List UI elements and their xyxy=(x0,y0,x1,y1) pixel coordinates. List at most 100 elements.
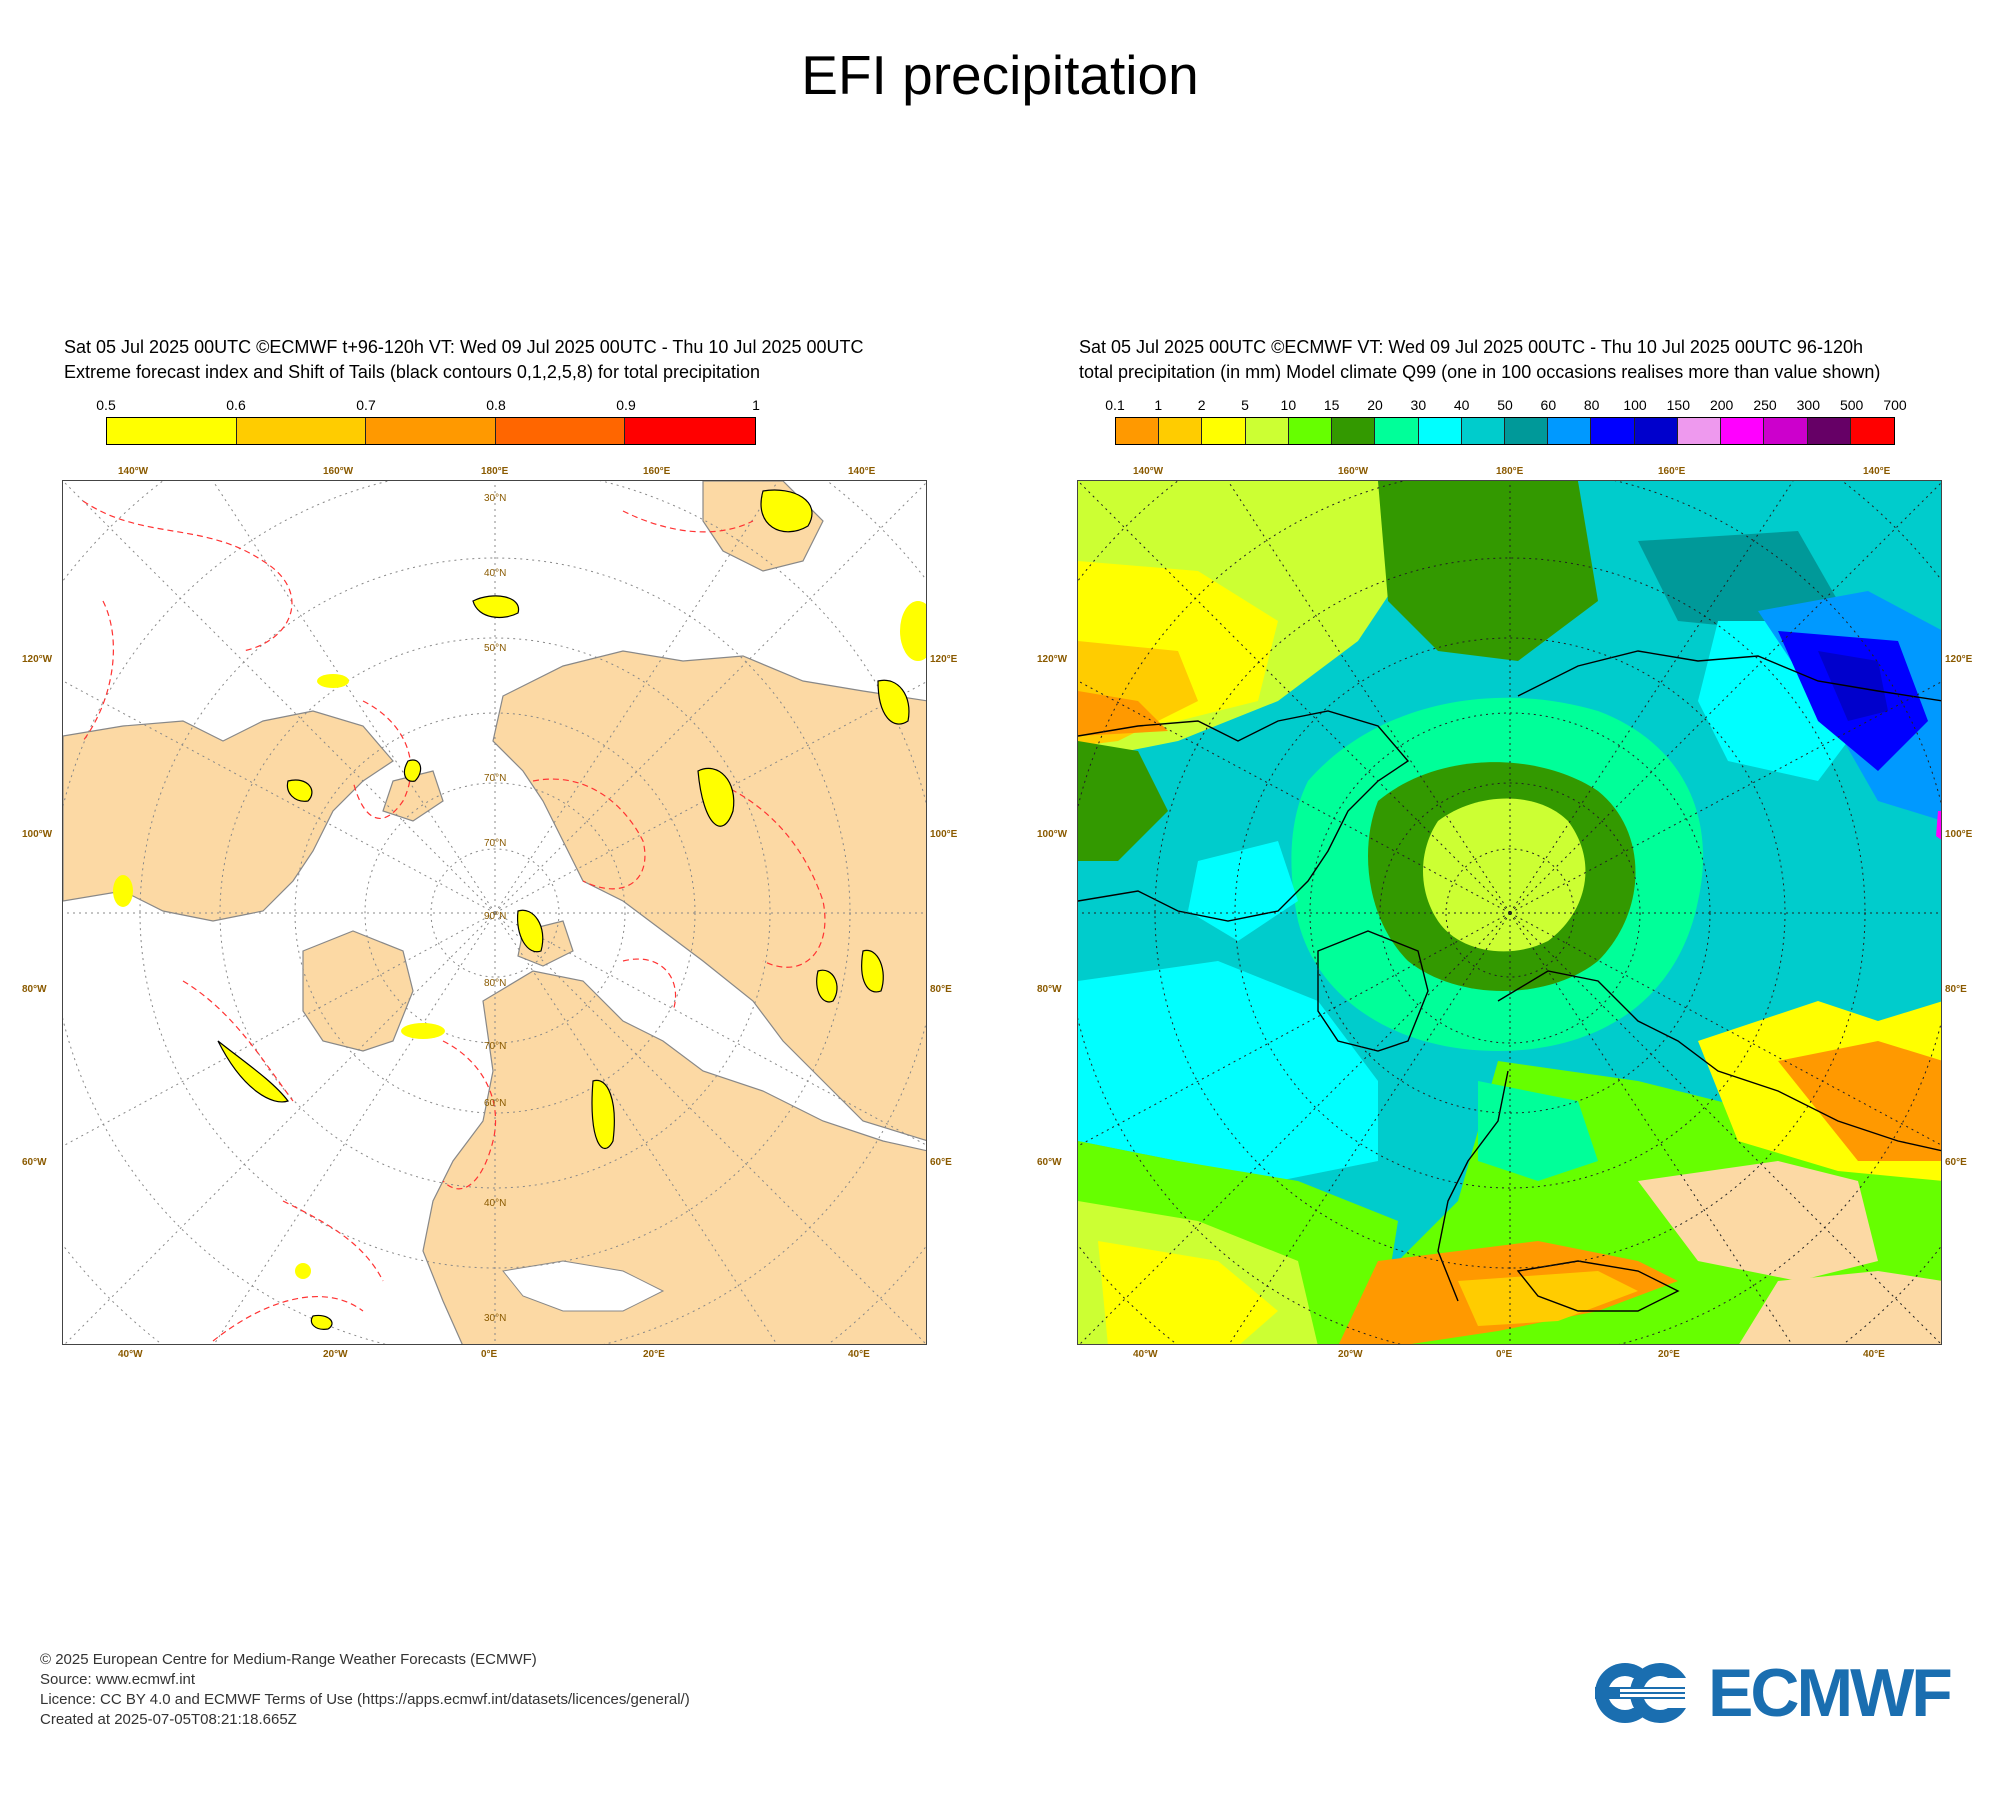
longitude-label: 60°E xyxy=(1945,1157,1967,1168)
colorbar-label: 20 xyxy=(1367,397,1383,413)
longitude-label: 100°W xyxy=(22,829,53,840)
longitude-label: 20°W xyxy=(323,1349,348,1360)
longitude-label: 20°W xyxy=(1338,1349,1363,1360)
ecmwf-logo-icon xyxy=(1595,1662,1700,1723)
longitude-label: 100°E xyxy=(930,829,958,840)
colorbar-segment xyxy=(1159,418,1203,444)
colorbar-segment xyxy=(1721,418,1765,444)
precip-header-line1: Sat 05 Jul 2025 00UTC ©ECMWF VT: Wed 09 … xyxy=(1079,337,1863,357)
lat-label: 40°N xyxy=(484,1198,506,1209)
longitude-label: 160°W xyxy=(323,466,354,477)
colorbar-label: 50 xyxy=(1497,397,1513,413)
efi-colorbar-labels: 0.5 0.6 0.7 0.8 0.9 1 xyxy=(96,397,760,417)
efi-colorbar: 0.5 0.6 0.7 0.8 0.9 1 xyxy=(96,397,760,447)
footer-source: Source: www.ecmwf.int xyxy=(40,1671,196,1688)
ecmwf-logo-text: ECMWF xyxy=(1708,1654,1953,1731)
lat-label: 30°N xyxy=(484,1313,506,1324)
longitude-label: 160°E xyxy=(1658,466,1686,477)
efi-map-svg: 70°N 70°N 90°N 80°N 70°N 60°N 40°N 30°N … xyxy=(63,481,926,1344)
efi-lat-labels: 70°N 70°N 90°N 80°N 70°N 60°N 40°N 30°N … xyxy=(484,493,506,1324)
colorbar-label: 0.5 xyxy=(96,397,116,413)
lat-label: 70°N xyxy=(484,1041,506,1052)
colorbar-segment xyxy=(1764,418,1808,444)
colorbar-segment xyxy=(1202,418,1246,444)
longitude-label: 100°W xyxy=(1037,829,1068,840)
colorbar-label: 5 xyxy=(1241,397,1249,413)
longitude-label: 140°W xyxy=(118,466,149,477)
colorbar-segment xyxy=(1245,418,1289,444)
longitude-label: 40°W xyxy=(1133,1349,1158,1360)
longitude-label: 120°E xyxy=(1945,654,1973,665)
colorbar-segment xyxy=(1288,418,1333,444)
colorbar-label: 10 xyxy=(1280,397,1297,413)
colorbar-label: 40 xyxy=(1453,397,1470,413)
longitude-label: 120°E xyxy=(930,654,958,665)
longitude-label: 140°E xyxy=(848,466,876,477)
longitude-label: 140°W xyxy=(1133,466,1164,477)
efi-high-areas xyxy=(217,489,910,1330)
longitude-label: 40°W xyxy=(118,1349,143,1360)
precip-colorbar-bar xyxy=(1115,417,1895,445)
colorbar-label: 300 xyxy=(1796,397,1821,413)
lat-label: 70°N xyxy=(484,838,506,849)
longitude-label: 80°E xyxy=(930,984,952,995)
colorbar-segment xyxy=(1807,418,1851,444)
efi-header-line2: Extreme forecast index and Shift of Tail… xyxy=(64,362,761,382)
precip-colorbar: 0.1 1 2 5 10 15 20 30 40 50 60 80 100 150 200 250 300 500… xyxy=(1105,397,1907,447)
colorbar-label: 2 xyxy=(1197,397,1206,413)
longitude-label: 160°E xyxy=(643,466,671,477)
colorbar-segment xyxy=(1548,418,1592,444)
colorbar-label: 0.7 xyxy=(356,397,376,413)
efi-header-line1: Sat 05 Jul 2025 00UTC ©ECMWF t+96-120h V… xyxy=(64,337,864,357)
longitude-label: 120°W xyxy=(1037,654,1068,665)
colorbar-segment xyxy=(236,418,367,444)
lat-label: 60°N xyxy=(484,1098,506,1109)
lat-label: 70°N xyxy=(484,773,506,784)
efi-map: 70°N 70°N 90°N 80°N 70°N 60°N 40°N 30°N … xyxy=(62,480,927,1345)
colorbar-label: 60 xyxy=(1540,397,1557,413)
colorbar-label: 80 xyxy=(1583,397,1600,413)
lat-label: 90°N xyxy=(484,911,506,922)
longitude-label: 140°E xyxy=(1863,466,1891,477)
precip-panel-header: Sat 05 Jul 2025 00UTC ©ECMWF VT: Wed 09 … xyxy=(1079,335,1880,385)
colorbar-label: 500 xyxy=(1839,397,1864,413)
longitude-label: 160°W xyxy=(1338,466,1369,477)
longitude-label: 60°E xyxy=(930,1157,952,1168)
longitude-label: 180°E xyxy=(481,466,509,477)
longitude-label: 0°E xyxy=(481,1349,498,1360)
colorbar-segment xyxy=(1116,418,1160,444)
colorbar-label: 0.9 xyxy=(616,397,636,413)
longitude-label: 80°E xyxy=(1945,984,1967,995)
colorbar-label: 150 xyxy=(1666,397,1691,413)
precip-colorbar-labels: 0.1 1 2 5 10 15 20 30 40 50 60 80 100 150 200 250 300 500… xyxy=(1105,397,1906,417)
efi-panel-header: Sat 05 Jul 2025 00UTC ©ECMWF t+96-120h V… xyxy=(64,335,864,385)
colorbar-label: 200 xyxy=(1709,397,1734,413)
efi-land xyxy=(63,481,926,1344)
colorbar-label: 0.6 xyxy=(226,397,246,413)
longitude-label: 80°W xyxy=(22,984,47,995)
footer: © 2025 European Centre for Medium-Range … xyxy=(40,1650,690,1730)
lat-label: 40°N xyxy=(484,568,506,579)
longitude-label: 60°W xyxy=(22,1157,47,1168)
precip-header-line2: total precipitation (in mm) Model climat… xyxy=(1079,362,1881,382)
efi-colorbar-bar xyxy=(106,417,756,445)
longitude-label: 60°W xyxy=(1037,1157,1062,1168)
page-title: EFI precipitation xyxy=(801,44,1199,106)
lat-label: 80°N xyxy=(484,978,506,989)
longitude-label: 20°E xyxy=(643,1349,665,1360)
lat-label: 30°N xyxy=(484,493,506,504)
colorbar-segment xyxy=(1375,418,1419,444)
colorbar-label: 0.1 xyxy=(1105,397,1125,413)
colorbar-segment xyxy=(107,418,237,444)
footer-copyright: © 2025 European Centre for Medium-Range … xyxy=(40,1651,537,1668)
footer-created: Created at 2025-07-05T08:21:18.665Z xyxy=(40,1711,297,1728)
longitude-label: 100°E xyxy=(1945,829,1973,840)
efi-moderate-areas xyxy=(113,601,926,1279)
longitude-label: 40°E xyxy=(848,1349,870,1360)
precip-map-svg xyxy=(1078,481,1941,1344)
colorbar-label: 700 xyxy=(1883,397,1907,413)
precip-map xyxy=(1077,480,1942,1345)
precip-graticule xyxy=(1078,481,1941,1344)
colorbar-label: 0.8 xyxy=(486,397,506,413)
longitude-label: 40°E xyxy=(1863,1349,1885,1360)
